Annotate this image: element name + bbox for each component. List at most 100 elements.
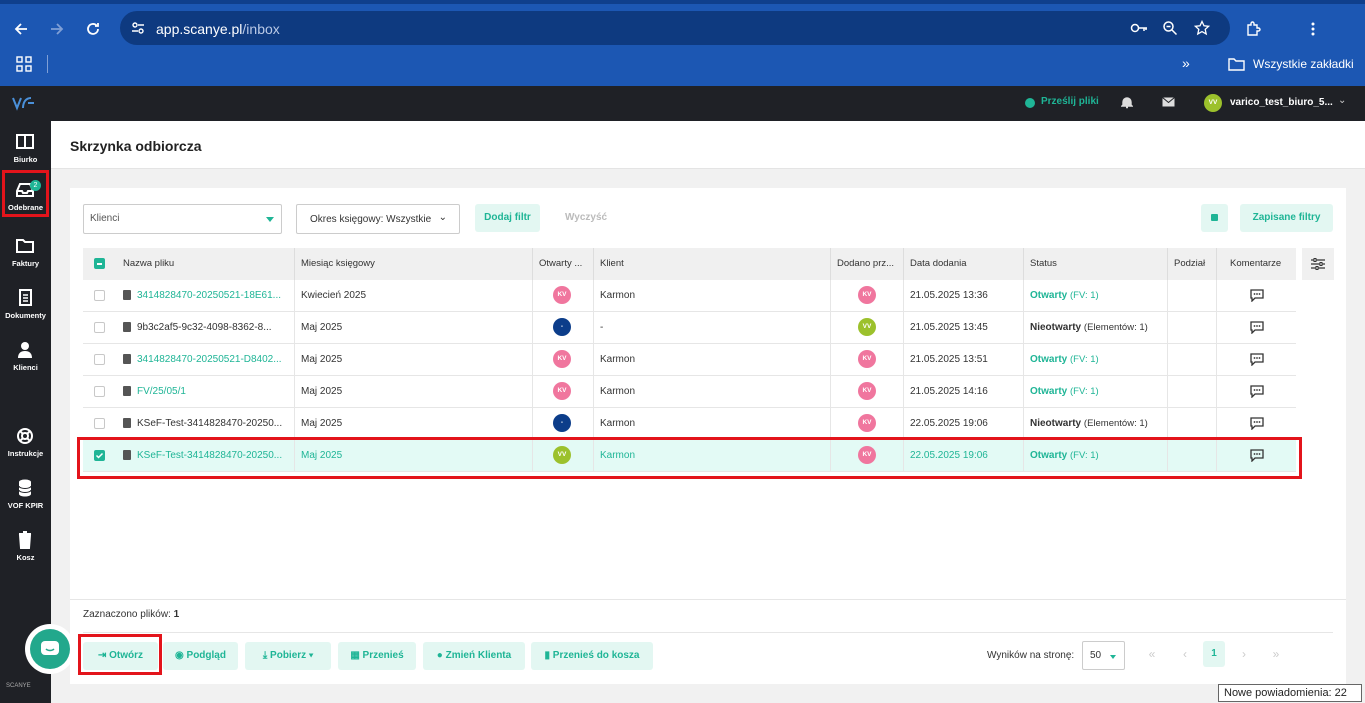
comment-icon[interactable]: [1250, 449, 1264, 463]
sidebar-item-biurko[interactable]: Biurko: [0, 125, 51, 175]
saved-filters-button[interactable]: Zapisane filtry: [1240, 204, 1333, 232]
clear-filters-button[interactable]: Wyczyść: [565, 212, 608, 223]
caret-down-icon: [266, 217, 274, 222]
site-settings-icon[interactable]: [130, 20, 146, 36]
per-page-select[interactable]: 50: [1082, 641, 1125, 670]
table-row[interactable]: 9b3c2af5-9c32-4098-8362-8... Maj 2025 - - VV…: [83, 312, 1296, 344]
file-name-link[interactable]: 3414828470-20250521-18E61...: [137, 290, 282, 301]
comments-cell[interactable]: [1217, 440, 1296, 472]
sidebar-item-kosz[interactable]: Kosz: [0, 523, 51, 573]
move-button[interactable]: ▦ Przenieś: [338, 642, 416, 670]
file-name-cell[interactable]: KSeF-Test-3414828470-20250...: [117, 408, 295, 440]
comments-cell[interactable]: [1217, 312, 1296, 344]
file-name-link[interactable]: KSeF-Test-3414828470-20250...: [137, 450, 283, 461]
row-checkbox[interactable]: [94, 354, 105, 365]
sidebar-item-dokumenty[interactable]: Dokumenty: [0, 281, 51, 331]
more-bookmarks-icon[interactable]: »: [1182, 55, 1190, 71]
comment-icon[interactable]: [1250, 353, 1264, 367]
th-added-by[interactable]: Dodano prz...: [831, 248, 904, 280]
opened-cell: KV: [533, 344, 594, 376]
all-bookmarks-link[interactable]: Wszystkie zakładki: [1253, 57, 1354, 71]
preview-button[interactable]: ◉ Podgląd: [163, 642, 238, 670]
file-name-cell[interactable]: 3414828470-20250521-18E61...: [117, 280, 295, 312]
page-button-current[interactable]: 1: [1203, 641, 1225, 667]
avatar[interactable]: VV: [1204, 94, 1222, 112]
comment-icon[interactable]: [1250, 321, 1264, 335]
sidebar-item-vof-kpir[interactable]: VOF KPIR: [0, 471, 51, 521]
client-select[interactable]: Klienci: [83, 204, 282, 234]
move-to-trash-button[interactable]: ▮ Przenieś do kosza: [531, 642, 653, 670]
download-button[interactable]: ⤓ Pobierz ▾: [245, 642, 331, 670]
header-select-all[interactable]: [83, 248, 117, 280]
url-bar[interactable]: app.scanye.pl/inbox: [120, 11, 1230, 45]
next-page-button[interactable]: ›: [1242, 647, 1246, 661]
th-client[interactable]: Klient: [594, 248, 831, 280]
sidebar-item-klienci[interactable]: Klienci: [0, 333, 51, 383]
comment-icon[interactable]: [1250, 289, 1264, 303]
add-filter-button[interactable]: Dodaj filtr: [475, 204, 540, 232]
row-checkbox[interactable]: [94, 418, 105, 429]
menu-icon[interactable]: [1302, 18, 1324, 40]
file-name-link[interactable]: 3414828470-20250521-D8402...: [137, 354, 282, 365]
user-name[interactable]: varico_test_biuro_5...: [1230, 97, 1333, 108]
row-checkbox[interactable]: [94, 322, 105, 333]
sidebar-item-faktury[interactable]: Faktury: [0, 229, 51, 279]
file-name-cell[interactable]: FV/25/05/1: [117, 376, 295, 408]
forward-icon[interactable]: [46, 18, 68, 40]
chat-button[interactable]: [25, 624, 75, 674]
th-split[interactable]: Podział: [1168, 248, 1217, 280]
reload-icon[interactable]: [82, 18, 104, 40]
file-name-cell[interactable]: 9b3c2af5-9c32-4098-8362-8...: [117, 312, 295, 344]
last-page-button[interactable]: »: [1272, 647, 1280, 661]
th-date-added[interactable]: Data dodania: [904, 248, 1024, 280]
extensions-icon[interactable]: [1242, 18, 1264, 40]
row-checkbox[interactable]: [94, 290, 105, 301]
open-button[interactable]: ⇥ Otwórz: [83, 642, 158, 670]
star-icon[interactable]: [1193, 19, 1211, 36]
mail-icon[interactable]: [1162, 97, 1175, 110]
th-opened[interactable]: Otwarty ...: [533, 248, 594, 280]
back-icon[interactable]: [10, 18, 32, 40]
status-label: Otwarty: [1030, 386, 1068, 397]
comments-cell[interactable]: [1217, 280, 1296, 312]
table-row[interactable]: KSeF-Test-3414828470-20250... Maj 2025 VV K…: [83, 440, 1296, 472]
upload-files-link[interactable]: Prześlij pliki: [1041, 96, 1099, 107]
file-name-link[interactable]: FV/25/05/1: [137, 386, 186, 397]
table-row[interactable]: KSeF-Test-3414828470-20250... Maj 2025 - Ka…: [83, 408, 1296, 440]
opened-cell: VV: [533, 440, 594, 472]
row-checkbox[interactable]: [94, 450, 105, 461]
save-filter-button[interactable]: [1201, 204, 1228, 232]
th-status[interactable]: Status: [1024, 248, 1168, 280]
chevron-down-icon[interactable]: ⌄: [1338, 95, 1347, 106]
file-name-cell[interactable]: 3414828470-20250521-D8402...: [117, 344, 295, 376]
comment-icon[interactable]: [1250, 385, 1264, 399]
zoom-icon[interactable]: [1162, 20, 1178, 36]
sidebar-item-instrukcje[interactable]: Instrukcje: [0, 419, 51, 469]
file-name-cell[interactable]: KSeF-Test-3414828470-20250...: [117, 440, 295, 472]
first-page-button[interactable]: «: [1148, 647, 1156, 661]
status-detail: (Elementów: 1): [1083, 322, 1148, 333]
table-row[interactable]: 3414828470-20250521-18E61... Kwiecień 202…: [83, 280, 1296, 312]
key-icon[interactable]: [1130, 20, 1147, 36]
row-checkbox[interactable]: [94, 386, 105, 397]
table-row[interactable]: 3414828470-20250521-D8402... Maj 2025 KV Ka…: [83, 344, 1296, 376]
th-file-name[interactable]: Nazwa pliku: [117, 248, 295, 280]
th-month[interactable]: Miesiąc księgowy: [295, 248, 533, 280]
select-all-checkbox[interactable]: [94, 258, 105, 269]
file-name-link[interactable]: 9b3c2af5-9c32-4098-8362-8...: [137, 322, 272, 333]
status-cell: Otwarty (FV: 1): [1024, 344, 1168, 376]
bell-icon[interactable]: [1120, 96, 1134, 112]
comments-cell[interactable]: [1217, 408, 1296, 440]
th-comments[interactable]: Komentarze: [1230, 258, 1282, 269]
comment-icon[interactable]: [1250, 417, 1264, 431]
table-row[interactable]: FV/25/05/1 Maj 2025 KV Karmon KV 21.05.2025 1…: [83, 376, 1296, 408]
column-settings-icon[interactable]: [1302, 248, 1334, 280]
change-client-button[interactable]: ● Zmień Klienta: [423, 642, 525, 670]
comments-cell[interactable]: [1217, 344, 1296, 376]
comments-cell[interactable]: [1217, 376, 1296, 408]
file-name-link[interactable]: KSeF-Test-3414828470-20250...: [137, 418, 283, 429]
apps-icon[interactable]: [16, 56, 32, 75]
sidebar-item-odebrane[interactable]: 2 Odebrane: [0, 173, 51, 223]
period-select[interactable]: Okres księgowy: Wszystkie ⌄: [296, 204, 460, 234]
prev-page-button[interactable]: ‹: [1183, 647, 1187, 661]
